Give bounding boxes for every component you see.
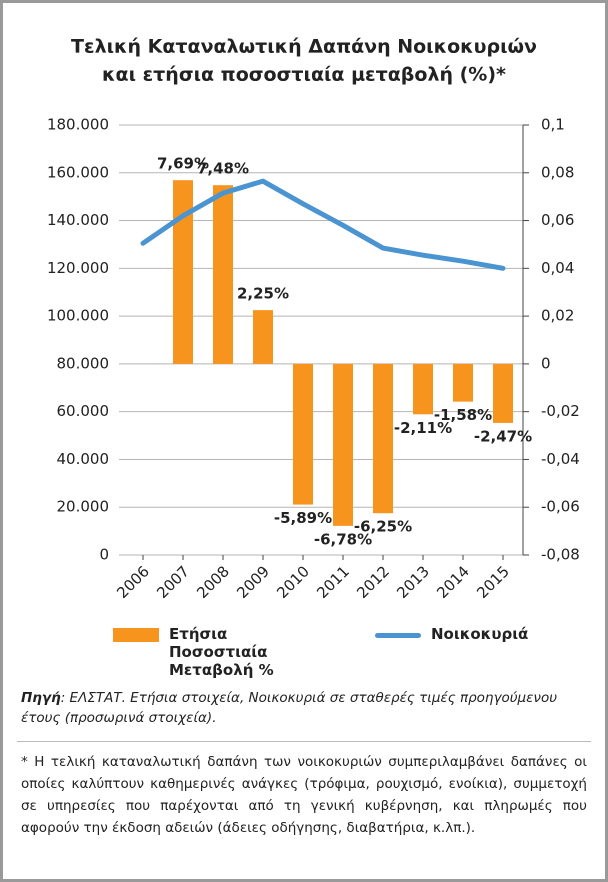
source-label: Πηγή bbox=[21, 690, 61, 706]
y-tick-label: 60.000 bbox=[57, 402, 110, 420]
chart-title: Τελική Καταναλωτική Δαπάνη Νοικοκυριών bbox=[71, 36, 537, 58]
data-label: -6,25% bbox=[354, 518, 412, 536]
data-label: -1,58% bbox=[434, 406, 492, 424]
bar bbox=[293, 363, 313, 505]
y-tick-label: 40.000 bbox=[57, 450, 110, 468]
y2-tick-label: -0,08 bbox=[541, 546, 580, 564]
y2-tick-label: -0,06 bbox=[541, 498, 580, 516]
x-tick-label: 2007 bbox=[153, 562, 193, 602]
data-label: -2,47% bbox=[474, 427, 532, 445]
y2-tick-label: 0,08 bbox=[541, 163, 574, 181]
y-tick-label: 0 bbox=[99, 546, 109, 564]
y2-tick-label: 0,1 bbox=[541, 116, 565, 134]
y2-tick-label: 0,04 bbox=[541, 259, 574, 277]
y-tick-label: 140.000 bbox=[47, 211, 109, 229]
source-text: : ΕΛΣΤΑΤ. Ετήσια στοιχεία, Νοικοκυριά σε… bbox=[21, 690, 558, 726]
x-tick-label: 2014 bbox=[433, 562, 473, 602]
chart: Τελική Καταναλωτική Δαπάνη Νοικοκυριών κ… bbox=[47, 36, 580, 603]
y-tick-label: 180.000 bbox=[47, 116, 109, 134]
data-label: 7,69% bbox=[157, 155, 209, 173]
data-label: -6,78% bbox=[314, 530, 372, 548]
legend-swatch bbox=[113, 628, 159, 642]
x-tick-label: 2009 bbox=[233, 562, 273, 602]
legend-item: Ετήσια Ποσοστιαία Μεταβολή % bbox=[113, 625, 329, 679]
bar bbox=[173, 180, 193, 364]
y2-tick-label: -0,02 bbox=[541, 402, 580, 420]
bar bbox=[333, 363, 353, 526]
x-tick-label: 2013 bbox=[393, 562, 433, 602]
chart-title: και ετήσια ποσοστιαία μεταβολή (%)* bbox=[102, 64, 506, 86]
x-tick-label: 2008 bbox=[193, 562, 233, 602]
legend-swatch bbox=[375, 633, 421, 638]
bar bbox=[413, 363, 433, 415]
data-label: -2,11% bbox=[394, 419, 452, 437]
x-tick-label: 2010 bbox=[273, 562, 313, 602]
y-tick-label: 160.000 bbox=[47, 163, 109, 181]
y2-tick-label: 0,02 bbox=[541, 307, 574, 325]
source: Πηγή: ΕΛΣΤΑΤ. Ετήσια στοιχεία, Νοικοκυρι… bbox=[21, 688, 587, 728]
separator bbox=[17, 741, 591, 742]
bar bbox=[213, 185, 233, 364]
bar bbox=[493, 363, 513, 423]
y-tick-label: 120.000 bbox=[47, 259, 109, 277]
x-tick-label: 2006 bbox=[113, 562, 153, 602]
y-tick-label: 100.000 bbox=[47, 307, 109, 325]
bar bbox=[373, 363, 393, 514]
x-tick-label: 2015 bbox=[473, 562, 513, 602]
bar bbox=[253, 310, 273, 364]
y2-tick-label: 0,06 bbox=[541, 211, 574, 229]
legend-label: Νοικοκυριά bbox=[431, 625, 529, 643]
y2-tick-label: 0 bbox=[541, 354, 551, 372]
data-label: -5,89% bbox=[274, 509, 332, 527]
x-tick-label: 2011 bbox=[313, 562, 353, 602]
legend-item: Νοικοκυριά bbox=[375, 625, 528, 643]
y2-tick-label: -0,04 bbox=[541, 450, 580, 468]
data-label: 2,25% bbox=[237, 285, 289, 303]
y-tick-label: 20.000 bbox=[57, 498, 110, 516]
y-tick-label: 80.000 bbox=[57, 354, 110, 372]
data-label: 7,48% bbox=[197, 160, 249, 178]
bar bbox=[453, 363, 473, 402]
legend-label: Ετήσια Ποσοστιαία Μεταβολή % bbox=[169, 625, 274, 679]
footnote: * Η τελική καταναλωτική δαπάνη των νοικο… bbox=[21, 754, 587, 836]
x-tick-label: 2012 bbox=[353, 562, 393, 602]
line bbox=[140, 178, 506, 271]
